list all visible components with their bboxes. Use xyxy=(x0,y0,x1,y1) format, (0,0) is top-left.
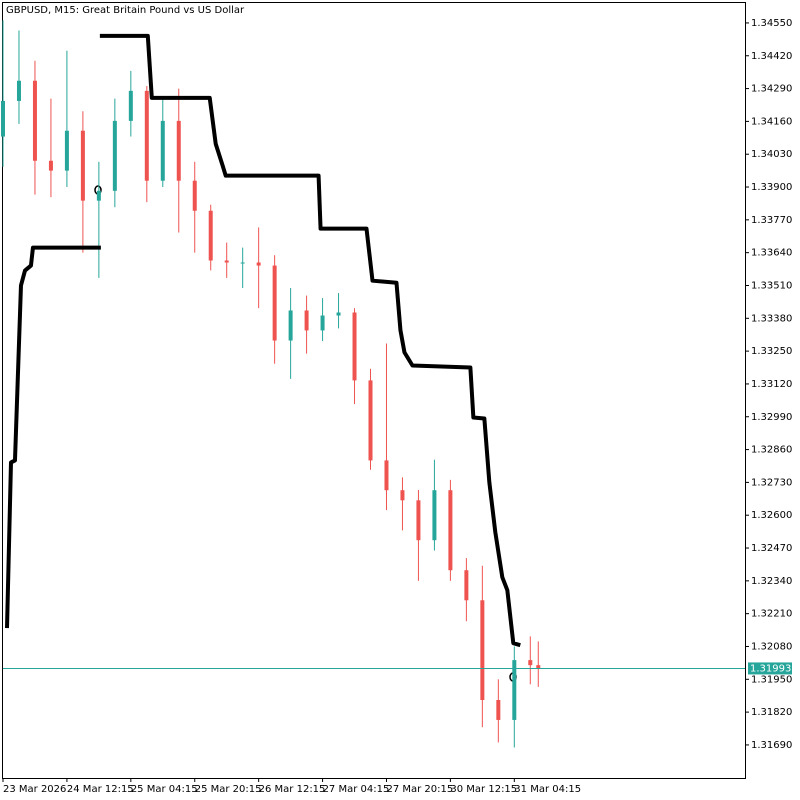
chart-title: GBPUSD, M15: Great Britain Pound vs US D… xyxy=(6,5,245,16)
y-tick-label: 1.32990 xyxy=(751,412,792,423)
plot-frame xyxy=(2,2,746,779)
y-tick-label: 1.32340 xyxy=(751,576,792,587)
x-tick-label: 31 Mar 04:15 xyxy=(514,784,581,795)
y-tick-label: 1.33510 xyxy=(751,280,792,291)
y-tick-label: 1.33770 xyxy=(751,215,792,226)
y-tick-label: 1.34030 xyxy=(751,149,792,160)
x-tick-label: 27 Mar 20:15 xyxy=(386,784,453,795)
candle-body xyxy=(320,315,325,331)
candle-body xyxy=(480,600,485,700)
y-tick-label: 1.34160 xyxy=(751,116,792,127)
y-tick-label: 1.33120 xyxy=(751,379,792,390)
candle-body xyxy=(368,380,373,461)
y-tick-label: 1.33900 xyxy=(751,182,792,193)
indicator-line xyxy=(4,245,101,629)
candle-body xyxy=(352,312,357,381)
y-tick-label: 1.33640 xyxy=(751,248,792,259)
candle-body xyxy=(432,490,437,541)
x-tick-label: 24 Mar 12:15 xyxy=(67,784,134,795)
candle-body xyxy=(144,90,149,181)
candle-body xyxy=(64,130,69,171)
y-tick-label: 1.32600 xyxy=(751,510,792,521)
candle-body xyxy=(272,265,277,341)
candle-body xyxy=(192,180,197,211)
candle-body xyxy=(224,260,229,263)
y-tick-label: 1.34420 xyxy=(751,51,792,62)
x-tick-label: 30 Mar 12:15 xyxy=(450,784,517,795)
candle-body xyxy=(448,490,453,571)
y-tick-label: 1.31690 xyxy=(751,740,792,751)
candle-body xyxy=(176,120,181,181)
candle-body xyxy=(208,210,213,261)
candle-body xyxy=(32,80,37,161)
y-tick-label: 1.32080 xyxy=(751,641,792,652)
candle-body xyxy=(160,120,165,181)
y-tick-label: 1.31950 xyxy=(751,674,792,685)
y-tick-label: 1.34290 xyxy=(751,84,792,95)
x-tick-label: 27 Mar 04:15 xyxy=(323,784,390,795)
candle-body xyxy=(384,460,389,491)
y-tick-label: 1.32730 xyxy=(751,477,792,488)
candle-body xyxy=(112,120,117,191)
candle-body xyxy=(512,660,517,720)
candle-body xyxy=(304,310,309,331)
last-price-label: 1.31993 xyxy=(750,663,791,674)
y-tick-label: 1.32210 xyxy=(751,609,792,620)
candle-body xyxy=(128,90,133,121)
y-tick-label: 1.34550 xyxy=(751,18,792,29)
y-tick-label: 1.31820 xyxy=(751,707,792,718)
last-price-box xyxy=(748,662,792,675)
x-tick-label: 25 Mar 20:15 xyxy=(195,784,262,795)
x-tick-label: 23 Mar 2026 xyxy=(3,784,66,795)
y-tick-label: 1.32860 xyxy=(751,445,792,456)
candle-body xyxy=(16,80,21,101)
x-tick-label: 26 Mar 12:15 xyxy=(259,784,326,795)
y-tick-label: 1.33380 xyxy=(751,313,792,324)
candle-body xyxy=(256,262,261,266)
candle-body xyxy=(1,100,5,137)
y-tick-label: 1.32470 xyxy=(751,543,792,554)
candle-body xyxy=(80,130,85,201)
candle-body xyxy=(528,660,533,666)
candle-body xyxy=(96,190,101,201)
candle-body xyxy=(496,699,501,720)
candle-body xyxy=(536,665,541,669)
candle-body xyxy=(416,500,421,541)
candle-body xyxy=(48,160,53,171)
x-tick-label: 25 Mar 04:15 xyxy=(131,784,198,795)
y-tick-label: 1.33250 xyxy=(751,346,792,357)
candle-body xyxy=(288,310,293,341)
candle-body xyxy=(336,312,341,316)
candle-body xyxy=(240,262,245,264)
candle-body xyxy=(400,490,405,501)
indicator-line xyxy=(99,33,521,648)
candle-body xyxy=(464,570,469,601)
